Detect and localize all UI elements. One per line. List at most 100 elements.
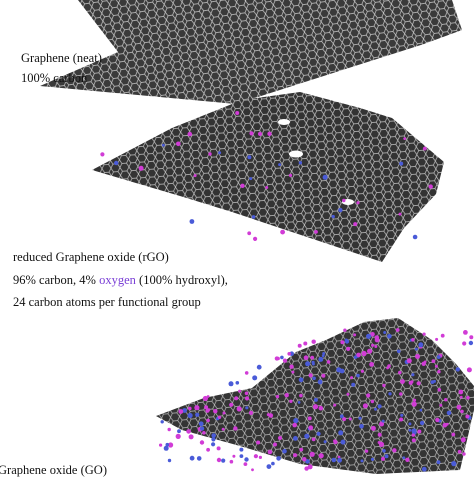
hydroxyl-group-dot	[233, 426, 238, 431]
hydroxyl-group-dot	[188, 406, 192, 411]
hydroxyl-group-dot	[308, 373, 313, 378]
hydroxyl-group-dot	[416, 381, 421, 386]
hydroxyl-group-dot	[273, 442, 277, 447]
hydroxyl-group-dot	[360, 459, 364, 463]
hydroxyl-group-dot	[412, 234, 418, 240]
hydroxyl-group-dot	[314, 230, 318, 234]
hydroxyl-group-dot	[446, 410, 452, 416]
hydroxyl-group-dot	[415, 354, 420, 359]
hydroxyl-group-dot	[377, 441, 381, 444]
hydroxyl-group-dot	[240, 183, 245, 188]
hydroxyl-group-dot	[253, 454, 258, 459]
hydroxyl-group-dot	[402, 456, 406, 460]
hydroxyl-group-dot	[408, 428, 412, 432]
hydroxyl-group-dot	[451, 461, 457, 467]
hydroxyl-group-dot	[411, 401, 417, 407]
hydroxyl-group-dot	[235, 111, 240, 115]
hydroxyl-group-dot	[414, 347, 418, 351]
hydroxyl-group-dot	[406, 358, 412, 364]
hydroxyl-group-dot	[275, 394, 280, 399]
rgo-composition-prefix: 96% carbon, 4%	[13, 273, 100, 287]
hydroxyl-group-dot	[211, 442, 216, 447]
hydroxyl-group-dot	[370, 332, 375, 337]
hydroxyl-group-dot	[433, 379, 436, 383]
hydroxyl-group-dot	[370, 457, 375, 461]
rgo-detail: 24 carbon atoms per functional group	[13, 295, 201, 309]
hydroxyl-group-dot	[437, 370, 441, 374]
hydroxyl-group-dot	[304, 433, 310, 439]
hydroxyl-group-dot	[200, 426, 205, 431]
hydroxyl-group-dot	[199, 440, 205, 445]
hydroxyl-group-dot	[338, 430, 344, 436]
hydroxyl-group-dot	[229, 459, 234, 464]
hydroxyl-group-dot	[251, 468, 254, 472]
hydroxyl-group-dot	[350, 376, 354, 380]
hydroxyl-group-dot	[228, 381, 234, 387]
hydroxyl-group-dot	[321, 373, 326, 378]
hydroxyl-group-dot	[278, 163, 282, 167]
hydroxyl-group-dot	[466, 367, 472, 373]
hydroxyl-group-dot	[337, 457, 342, 463]
hydroxyl-group-dot	[466, 395, 470, 400]
hydroxyl-group-dot	[249, 177, 253, 181]
sheet-go-surface	[156, 318, 474, 474]
hydroxyl-group-dot	[331, 457, 337, 463]
hydroxyl-group-dot	[238, 389, 242, 393]
hydroxyl-group-dot	[189, 219, 195, 224]
hydroxyl-group-dot	[408, 422, 412, 426]
hydroxyl-group-dot	[348, 417, 352, 421]
hydroxyl-group-dot	[302, 457, 307, 462]
hydroxyl-group-dot	[342, 198, 346, 203]
hydroxyl-group-dot	[374, 335, 380, 340]
hydroxyl-group-dot	[198, 421, 204, 427]
hydroxyl-group-dot	[100, 152, 105, 157]
hydroxyl-group-dot	[338, 207, 343, 213]
hydroxyl-group-dot	[382, 449, 386, 453]
hydroxyl-group-dot	[280, 355, 284, 360]
hydroxyl-group-dot	[411, 428, 417, 434]
hydroxyl-group-dot	[318, 405, 324, 411]
hydroxyl-group-dot	[364, 449, 369, 453]
hydroxyl-group-dot	[316, 431, 321, 436]
hydroxyl-group-dot	[177, 429, 181, 434]
hydroxyl-group-dot	[299, 447, 304, 452]
hydroxyl-group-dot	[222, 411, 226, 415]
hydroxyl-group-dot	[398, 212, 402, 216]
hydroxyl-group-dot	[266, 464, 272, 469]
hydroxyl-group-dot	[361, 350, 367, 357]
hydroxyl-group-dot	[399, 417, 404, 422]
hydroxyl-group-dot	[381, 419, 385, 423]
hydroxyl-group-dot	[436, 355, 441, 359]
hydroxyl-group-dot	[256, 440, 261, 445]
graphene-sheet-go	[156, 318, 474, 474]
hydroxyl-group-dot	[408, 380, 413, 385]
hydroxyl-group-dot	[249, 131, 254, 136]
hydroxyl-group-dot	[321, 354, 325, 358]
hydroxyl-group-dot	[436, 460, 441, 465]
hydroxyl-group-dot	[370, 399, 375, 404]
hydroxyl-group-dot	[186, 429, 191, 434]
hydroxyl-group-dot	[208, 152, 212, 156]
hydroxyl-group-dot	[258, 455, 262, 459]
hydroxyl-group-dot	[459, 395, 463, 399]
hydroxyl-group-dot	[216, 457, 222, 463]
hydroxyl-group-dot	[282, 358, 288, 363]
hydroxyl-group-dot	[308, 425, 314, 431]
hydroxyl-group-dot	[313, 397, 318, 402]
hydroxyl-group-dot	[247, 155, 252, 160]
hydroxyl-group-dot	[358, 416, 362, 420]
hydroxyl-group-dot	[114, 160, 119, 166]
hydroxyl-group-dot	[216, 446, 221, 451]
hydroxyl-group-dot	[418, 342, 424, 348]
hydroxyl-group-dot	[387, 334, 392, 339]
hydroxyl-group-dot	[322, 174, 328, 180]
hydroxyl-group-dot	[167, 458, 172, 463]
hydroxyl-group-dot	[353, 222, 358, 227]
hydroxyl-group-dot	[374, 407, 378, 411]
hydroxyl-group-dot	[175, 433, 181, 439]
hydroxyl-group-dot	[267, 449, 273, 455]
hydroxyl-group-dot	[195, 412, 200, 417]
hydroxyl-group-dot	[405, 457, 410, 462]
